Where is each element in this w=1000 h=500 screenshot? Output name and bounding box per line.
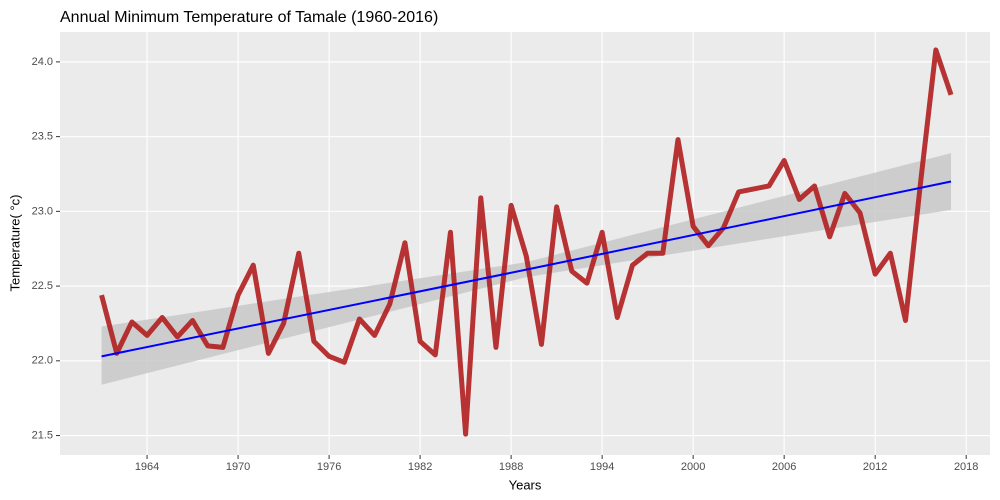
data-line [99, 47, 954, 437]
y-tick-label: 23.5 [32, 131, 53, 143]
y-axis-title: Temperature( °c) [7, 195, 22, 292]
x-tick-label: 1976 [317, 461, 341, 473]
y-tick-label: 24.0 [32, 56, 53, 68]
y-tick-label: 22.5 [32, 280, 53, 292]
x-tick-label: 2012 [863, 461, 887, 473]
trend-line [101, 180, 952, 358]
x-axis-title: Years [509, 477, 542, 492]
x-tick-label: 1982 [408, 461, 432, 473]
x-tick-label: 2018 [954, 461, 978, 473]
x-tick-label: 2006 [772, 461, 796, 473]
y-tick-label: 21.5 [32, 429, 53, 441]
x-tick-label: 1994 [590, 461, 614, 473]
chart-title: Annual Minimum Temperature of Tamale (19… [60, 9, 438, 26]
y-tick-label: 22.0 [32, 355, 53, 367]
x-tick-label: 1970 [226, 461, 250, 473]
y-tick-label: 23.0 [32, 205, 53, 217]
x-tick-label: 1988 [499, 461, 523, 473]
x-tick-label: 2000 [681, 461, 705, 473]
x-tick-label: 1964 [135, 461, 159, 473]
